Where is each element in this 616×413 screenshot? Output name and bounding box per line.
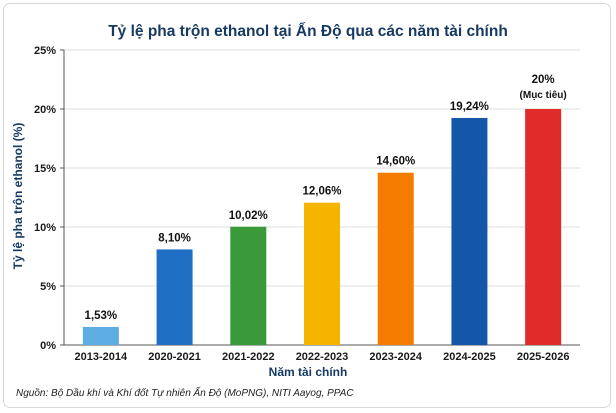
x-tick-label: 2022-2023: [296, 351, 349, 363]
x-axis-title: Năm tài chính: [269, 365, 348, 379]
y-tick-label: 25%: [34, 45, 56, 57]
x-tick-label: 2025-2026: [517, 351, 570, 363]
data-label: 8,10%: [158, 232, 191, 244]
x-tick-label: 2023-2024: [369, 351, 422, 363]
bar: [377, 172, 414, 345]
bar: [82, 326, 119, 345]
bars: [82, 109, 562, 345]
x-axis-ticks: 2013-2014 2020-2021 2021-2022 2022-2023 2023…: [75, 351, 570, 363]
y-tick-label: 10%: [34, 222, 56, 234]
y-tick-label: 15%: [34, 163, 56, 175]
y-tick-label: 5%: [40, 281, 56, 293]
data-note: (Mục tiêu): [520, 90, 567, 101]
data-label: 20%: [532, 74, 555, 86]
y-axis-title: Tỷ lệ pha trộn ethanol (%): [11, 123, 25, 270]
data-label: 14,60%: [376, 156, 415, 168]
x-tick-label: 2024-2025: [443, 351, 496, 363]
data-label: 12,06%: [302, 186, 341, 198]
data-label: 10,02%: [229, 210, 268, 222]
y-tick-label: 0%: [40, 340, 56, 352]
bar: [230, 226, 267, 345]
bar: [525, 109, 562, 345]
y-tick-label: 20%: [34, 104, 56, 116]
source-note: Nguồn: Bộ Dầu khí và Khí đốt Tự nhiên Ấn…: [16, 386, 354, 399]
x-tick-label: 2020-2021: [148, 351, 201, 363]
data-labels: 1,53% 8,10% 10,02% 12,06% 14,60% 19,24% 20% (Mụ…: [85, 74, 567, 322]
data-label: 19,24%: [450, 101, 489, 113]
bar: [304, 202, 340, 345]
x-tick-label: 2021-2022: [222, 351, 275, 363]
bar: [451, 117, 488, 345]
x-tick-label: 2013-2014: [75, 351, 128, 363]
bar: [156, 249, 193, 345]
data-label: 1,53%: [85, 310, 118, 322]
chart-title: Tỷ lệ pha trộn ethanol tại Ấn Độ qua các…: [108, 23, 508, 40]
y-axis-ticks: 0% 5% 10% 15% 20% 25%: [34, 45, 64, 352]
